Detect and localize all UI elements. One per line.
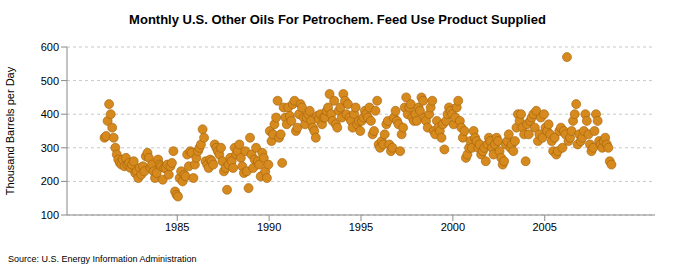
svg-text:Thousand Barrels per Day: Thousand Barrels per Day <box>8 66 16 195</box>
svg-text:1995: 1995 <box>349 221 373 233</box>
svg-text:200: 200 <box>41 175 59 187</box>
svg-text:1985: 1985 <box>165 221 189 233</box>
svg-text:400: 400 <box>41 108 59 120</box>
svg-text:2005: 2005 <box>533 221 557 233</box>
svg-text:2000: 2000 <box>441 221 465 233</box>
svg-text:600: 600 <box>41 41 59 53</box>
svg-text:500: 500 <box>41 75 59 87</box>
html-text:Monthly U.S. Other Oils For Pe: Monthly U.S. Other Oils For Petrochem. F… <box>129 12 546 27</box>
svg-text:300: 300 <box>41 142 59 154</box>
html-text:Source: U.S. Energy Informatio: Source: U.S. Energy Information Administ… <box>8 254 197 264</box>
svg-text:1990: 1990 <box>257 221 281 233</box>
svg-text:100: 100 <box>41 209 59 221</box>
